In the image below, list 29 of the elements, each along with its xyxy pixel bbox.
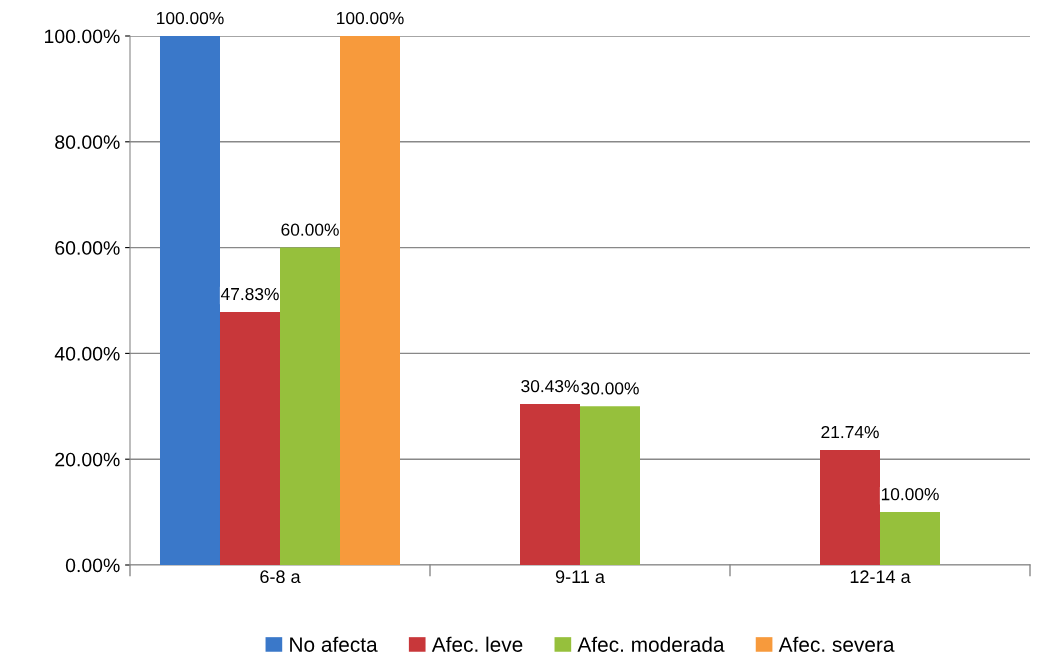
bar bbox=[880, 512, 940, 565]
y-tick-label: 20.00% bbox=[55, 452, 120, 467]
data-label: 60.00% bbox=[281, 223, 339, 236]
bar bbox=[520, 404, 580, 565]
bar bbox=[580, 406, 640, 565]
data-label: 47.83% bbox=[220, 287, 279, 301]
bar bbox=[280, 247, 340, 565]
legend-label: Afec. moderada bbox=[577, 636, 725, 652]
x-tick-label: 6-8 a bbox=[260, 570, 301, 584]
data-label: 30.43% bbox=[521, 379, 579, 393]
data-label: 10.00% bbox=[881, 488, 939, 501]
y-tick-label: 100.00% bbox=[45, 29, 120, 44]
y-tick-label: 40.00% bbox=[54, 346, 120, 361]
legend-label: No afecta bbox=[290, 636, 378, 652]
y-tick-label: 0.00% bbox=[65, 558, 120, 573]
x-tick-label: 9-11 a bbox=[555, 570, 605, 584]
bar bbox=[160, 36, 220, 565]
bar bbox=[340, 36, 400, 565]
legend-label: Afec. severa bbox=[778, 636, 895, 652]
bar bbox=[820, 450, 880, 565]
data-label: 100.00% bbox=[337, 11, 404, 25]
data-label: 30.00% bbox=[581, 382, 639, 395]
y-tick-label: 60.00% bbox=[55, 241, 120, 255]
legend-label: Afec. leve bbox=[431, 636, 523, 652]
data-label: 21.74% bbox=[821, 425, 879, 439]
bar bbox=[220, 311, 280, 565]
y-tick-label: 80.00% bbox=[55, 135, 120, 150]
x-tick-label: 12-14 a bbox=[850, 570, 911, 584]
data-label: 100.00% bbox=[157, 11, 224, 25]
